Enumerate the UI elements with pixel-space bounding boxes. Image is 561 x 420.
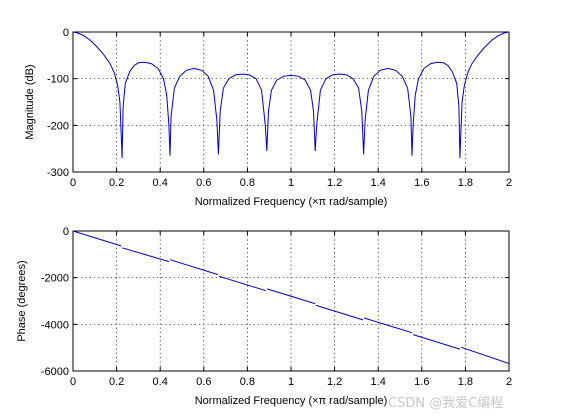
- chart0-xtick-label-8: 1.6: [414, 177, 429, 189]
- chart1-segment-4: [266, 288, 316, 305]
- chart1-segment-6: [363, 317, 413, 334]
- chart1-ytick-label-1: -2000: [41, 273, 69, 285]
- chart0-xtick-label-3: 0.6: [196, 177, 211, 189]
- chart0-xtick-label-10: 2: [506, 177, 512, 189]
- chart0-xlabel: Normalized Frequency (×π rad/sample): [195, 196, 388, 208]
- chart0-ytick-label-0: 0: [63, 27, 69, 39]
- chart1-segment-5: [315, 304, 364, 321]
- chart0-xtick-label-7: 1.4: [371, 177, 386, 189]
- chart0-xtick-label-2: 0.4: [153, 177, 168, 189]
- chart1-xtick-label-2: 0.4: [153, 376, 168, 388]
- chart1-segment-3: [218, 275, 267, 292]
- chart1-segment-0: [72, 230, 122, 247]
- magnitude-plot: 0 0.2 0.4 0.6 0.8 1 1.2 1.4 1.6 1.8 2 0 -100 -200 -300…: [24, 27, 512, 208]
- chart1-xtick-label-7: 1.4: [371, 376, 386, 388]
- phase-plot: 0 0.2 0.4 0.6 0.8 1 1.2 1.4 1.6 1.8 2 0 -2000 -4000 -6…: [16, 226, 512, 407]
- chart1-xtick-label-0: 0: [70, 376, 76, 388]
- chart0-ytick-label-1: -100: [47, 74, 69, 86]
- chart0-xtick-label-0: 0: [70, 177, 76, 189]
- chart0-xtick-label-1: 0.2: [109, 177, 124, 189]
- chart1-xtick-label-8: 1.6: [414, 376, 429, 388]
- chart0-ytick-label-3: -300: [47, 167, 69, 179]
- chart1-xtick-label-3: 0.6: [196, 376, 211, 388]
- chart1-xtick-label-9: 1.8: [458, 376, 473, 388]
- chart0-xtick-label-6: 1.2: [327, 177, 342, 189]
- chart1-xlabel: Normalized Frequency (×π rad/sample): [195, 395, 388, 407]
- chart0-frame: [72, 31, 510, 173]
- watermark: CSDN @我爱C编程: [388, 396, 503, 411]
- chart0-xtick-label-4: 0.8: [240, 177, 255, 189]
- chart0-ytick-label-2: -200: [47, 120, 69, 132]
- chart1-xtick-label-4: 0.8: [240, 376, 255, 388]
- chart1-xtick-label-6: 1.2: [327, 376, 342, 388]
- chart1-ytick-label-3: -6000: [41, 366, 69, 378]
- chart1-segment-2: [169, 259, 219, 276]
- chart1-xtick-label-5: 1: [288, 376, 294, 388]
- chart1-segment-7: [412, 334, 461, 350]
- chart1-xtick-label-1: 0.2: [109, 376, 124, 388]
- chart1-xtick-label-10: 2: [506, 376, 512, 388]
- chart1-ylabel: Phase (degrees): [16, 260, 28, 341]
- chart0-series-0-line: [72, 31, 510, 159]
- chart1-segment-8: [460, 346, 510, 364]
- chart0-ylabel: Magnitude (dB): [24, 64, 36, 139]
- chart1-ytick-label-0: 0: [63, 226, 69, 238]
- chart1-segment-1: [121, 247, 170, 263]
- chart0-xtick-label-5: 1: [288, 177, 294, 189]
- chart1-ytick-label-2: -4000: [41, 319, 69, 331]
- chart0-xtick-label-9: 1.8: [458, 177, 473, 189]
